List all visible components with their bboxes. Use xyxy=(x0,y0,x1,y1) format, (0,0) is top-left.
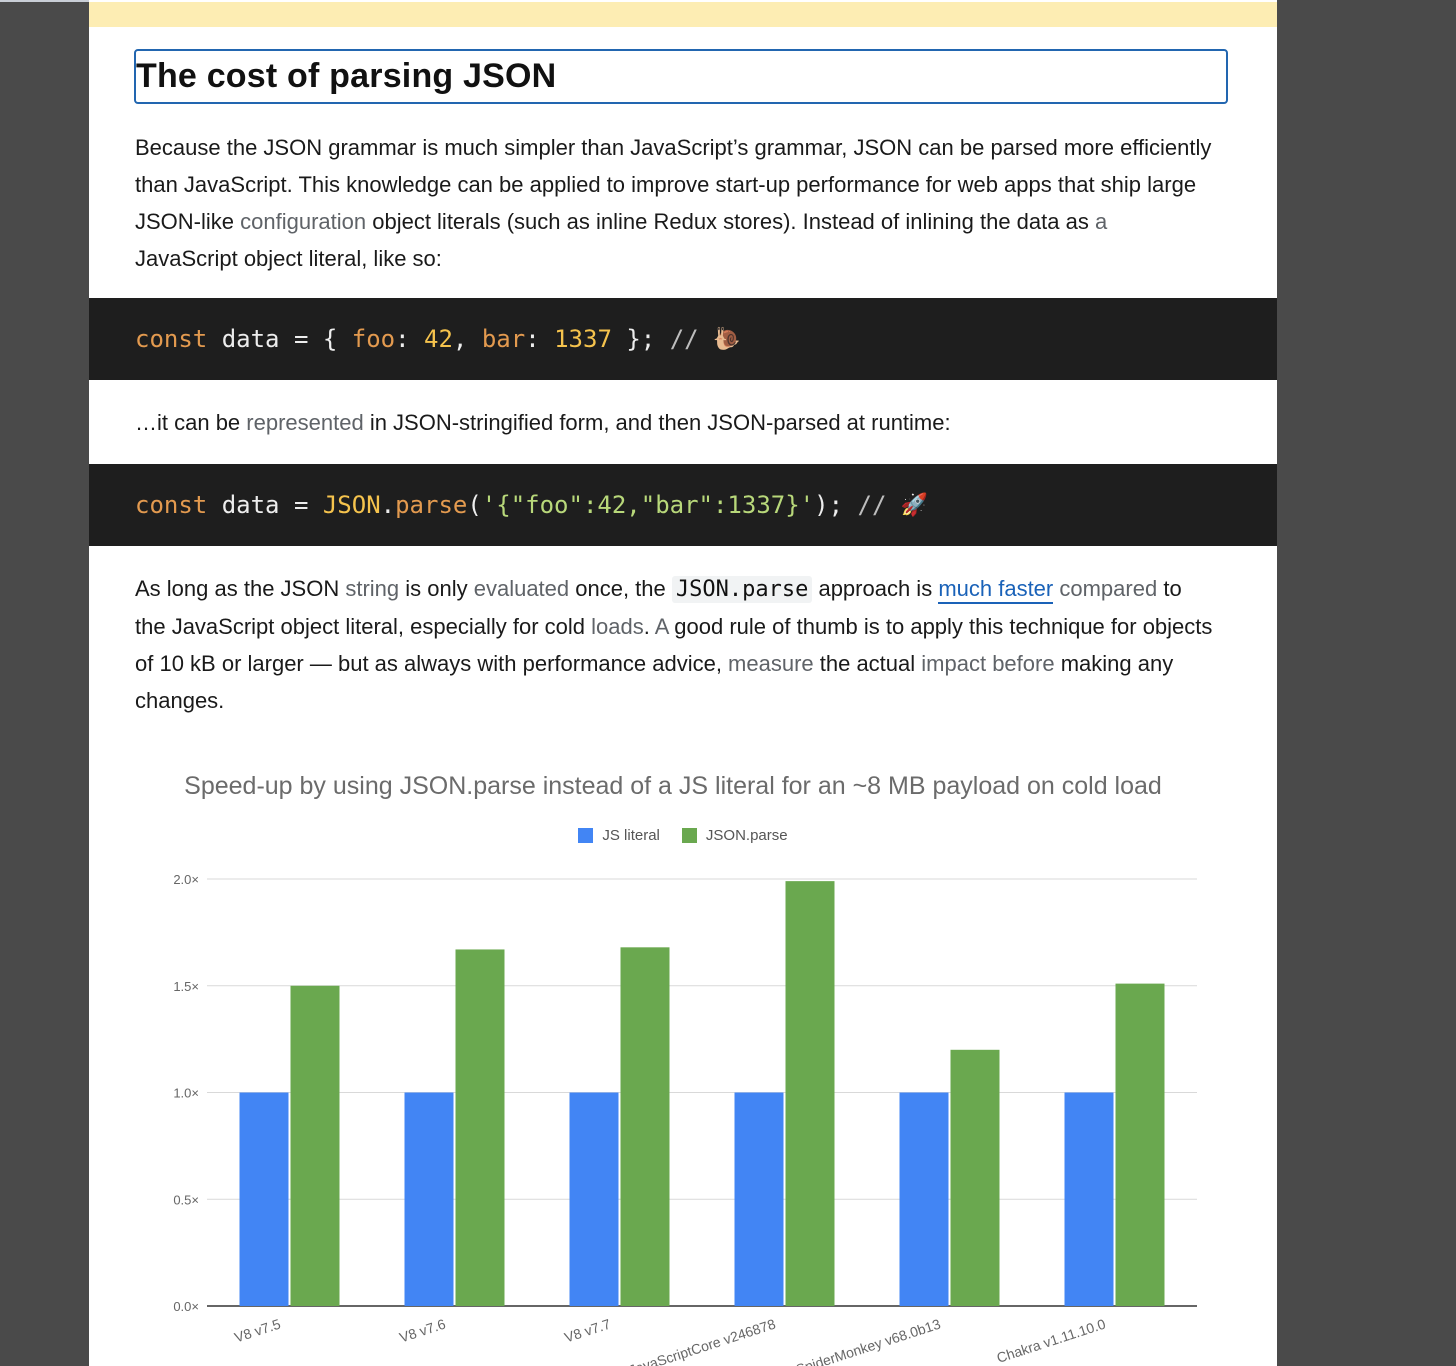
x-tick-label: V8 v7.7 xyxy=(562,1316,612,1346)
legend-label: JS literal xyxy=(602,827,660,844)
legend-item-json-parse[interactable]: JSON.parse xyxy=(681,827,788,844)
bar-js-literal xyxy=(734,1092,784,1306)
code-token: 1337 xyxy=(554,325,612,353)
text-span: configuration xyxy=(240,209,367,234)
text-span: impact before xyxy=(921,651,1055,676)
right-gutter xyxy=(1277,0,1456,1366)
code-token: 42 xyxy=(424,325,453,353)
chart-title: Speed-up by using JSON.parse instead of … xyxy=(184,772,1162,800)
text-span: once, the xyxy=(569,576,672,601)
paragraph-stringified: …it can be represented in JSON-stringifi… xyxy=(135,404,1215,441)
x-tick-label: V8 v7.6 xyxy=(397,1316,447,1346)
bar-js-literal xyxy=(404,1092,454,1306)
section-heading-box[interactable]: The cost of parsing JSON xyxy=(134,49,1228,104)
code-block-object-literal: const data = { foo: 42, bar: 1337 }; // … xyxy=(89,298,1277,380)
code-token: foo xyxy=(351,325,396,353)
legend-item-js-literal[interactable]: JS literal xyxy=(578,827,660,844)
code-token: const xyxy=(135,325,208,353)
x-tick-label: Chakra v1.11.10.0 xyxy=(995,1316,1108,1366)
text-span: to the JavaScript object literal, especi… xyxy=(135,576,1182,639)
text-span: loads xyxy=(591,614,644,639)
text-span: As long as the JSON xyxy=(135,576,346,601)
bar-json-parse xyxy=(620,947,670,1306)
code-token: data = xyxy=(207,491,323,519)
chart-plot-area: 0.0× 0.5× 1.0× 1.5× 2.0× V8 v7.5 V8 v7.6 V8 v7.… xyxy=(173,872,1197,1366)
y-tick-label: 0.5× xyxy=(173,1192,199,1207)
code-comment: // xyxy=(857,491,901,519)
bar-js-literal xyxy=(1064,1092,1114,1306)
bar-js-literal xyxy=(899,1092,949,1306)
x-tick-label: SpiderMonkey v68.0b13 xyxy=(794,1316,943,1366)
paragraph-intro: Because the JSON grammar is much simpler… xyxy=(135,129,1215,277)
bar-json-parse xyxy=(455,949,505,1306)
text-span: represented xyxy=(246,410,364,435)
text-span: the actual xyxy=(813,651,922,676)
legend-swatch-json-parse xyxy=(681,828,697,843)
text-span: good rule of thumb is to apply this tech… xyxy=(135,614,1213,676)
bar-js-literal xyxy=(239,1092,289,1306)
bar-json-parse xyxy=(785,881,835,1306)
bar-json-parse xyxy=(1115,983,1165,1306)
text-span: a xyxy=(1094,209,1108,234)
code-token: bar xyxy=(481,325,526,353)
code-token: , xyxy=(452,325,482,353)
text-span: JavaScript object literal, like so: xyxy=(135,246,442,271)
text-span: …it can be xyxy=(135,410,247,435)
speedup-chart: 0.0× 0.5× 1.0× 1.5× 2.0× V8 v7.5 V8 v7.6 V8 v7.… xyxy=(89,760,1277,1366)
y-tick-label: 2.0× xyxy=(173,872,199,887)
code-token: : xyxy=(395,325,425,353)
code-token: }; xyxy=(611,325,670,353)
text-span: making any changes. xyxy=(135,651,1174,713)
code-token: JSON xyxy=(322,491,381,519)
code-token: ( xyxy=(467,491,482,519)
text-span: is only xyxy=(399,576,474,601)
code-comment: // xyxy=(669,325,714,353)
text-span: compared xyxy=(1059,576,1158,601)
text-span: approach is xyxy=(812,576,939,601)
y-tick-label: 0.0× xyxy=(173,1299,199,1314)
text-span: . xyxy=(643,614,655,639)
text-span: Because the JSON grammar is much simpler… xyxy=(135,135,1212,234)
code-token: parse xyxy=(395,491,468,519)
bar-json-parse xyxy=(290,985,340,1306)
much-faster-link[interactable]: much faster xyxy=(938,576,1054,604)
bar-js-literal xyxy=(569,1092,619,1306)
code-block-json-parse: const data = JSON. parse('{"foo":42,"bar"… xyxy=(89,464,1277,546)
text-span: evaluated xyxy=(473,576,570,601)
text-span: in JSON-stringified form, and then JSON-… xyxy=(363,410,951,435)
text-span: string xyxy=(345,576,400,601)
x-tick-label: JavaScriptCore v246878 xyxy=(627,1316,778,1366)
chart-legend: JS literal JSON.parse xyxy=(89,827,1277,844)
code-token: . xyxy=(380,491,396,519)
y-tick-label: 1.0× xyxy=(173,1086,199,1101)
text-span: measure xyxy=(728,651,814,676)
legend-label: JSON.parse xyxy=(705,827,788,844)
bar-json-parse xyxy=(950,1049,1000,1306)
article-page: The cost of parsing JSON Because the JSO… xyxy=(89,0,1277,1366)
code-token: const xyxy=(135,491,208,519)
inline-code: JSON.parse xyxy=(671,576,813,603)
code-token: data = { xyxy=(207,325,352,353)
paragraph-conclusion: As long as the JSON string is only evalu… xyxy=(135,570,1215,719)
code-token: '{"foo":42,"bar":1337}' xyxy=(481,491,815,519)
top-banner xyxy=(89,2,1277,27)
section-heading: The cost of parsing JSON xyxy=(136,57,557,95)
text-span: A xyxy=(654,614,669,639)
text-span: object literals (such as inline Redux st… xyxy=(366,209,1095,234)
x-tick-label: V8 v7.5 xyxy=(232,1316,282,1346)
snail-icon: 🐌 xyxy=(713,326,741,352)
code-token: : xyxy=(525,325,555,353)
code-token: ); xyxy=(814,491,858,519)
legend-swatch-js-literal xyxy=(578,828,594,843)
y-tick-label: 1.5× xyxy=(173,979,199,994)
rocket-icon: 🚀 xyxy=(900,492,929,518)
